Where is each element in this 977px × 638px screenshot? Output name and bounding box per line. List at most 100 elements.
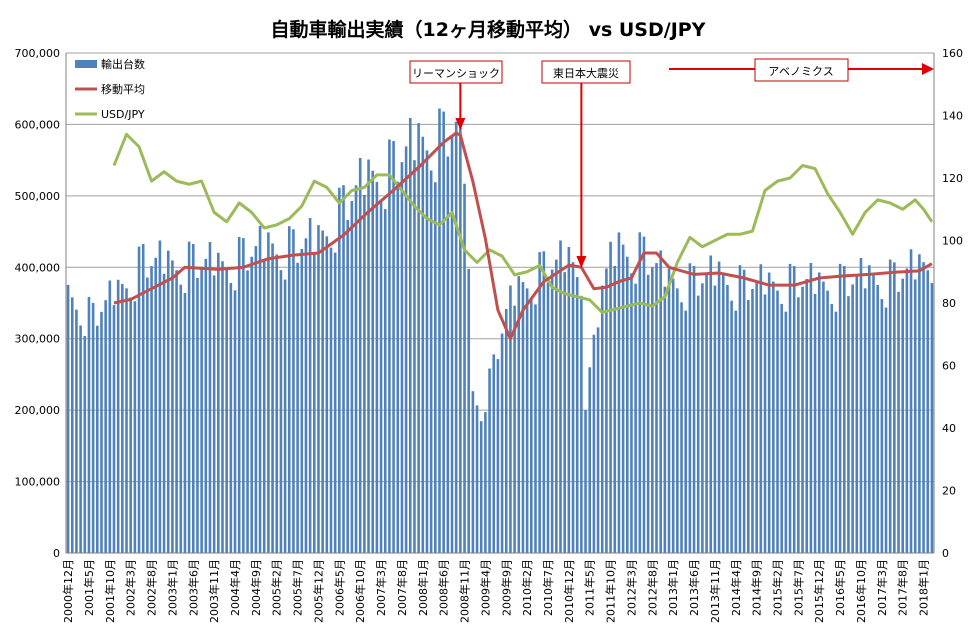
export-bar [901,278,904,553]
right-tick-label: 20 [942,485,956,498]
export-bar [116,279,120,553]
x-tick-label: 2009年4月 [478,559,492,616]
x-tick-label: 2008年6月 [437,559,451,616]
export-bar [200,266,203,553]
export-bar [70,297,74,553]
export-bar [575,277,579,553]
export-bar [651,267,654,553]
export-bar [767,272,771,553]
export-bar [630,273,633,553]
left-tick-label: 0 [53,547,60,560]
legend-label: 輸出台数 [101,57,145,71]
export-bar [191,244,195,553]
export-bar [680,302,683,553]
export-bar [287,226,291,553]
export-bar [667,268,671,553]
export-bar [321,230,324,553]
export-bar [717,261,721,553]
left-tick-label: 700,000 [15,47,61,60]
export-bar [517,276,521,553]
export-bar [625,256,629,553]
export-bar [254,246,258,553]
export-bar [171,260,174,553]
export-bar [408,118,412,553]
x-tick-label: 2012年3月 [624,559,638,616]
export-bar [859,258,863,553]
export-bar [734,310,738,553]
export-bar [847,296,850,553]
x-tick-label: 2005年7月 [291,559,305,616]
export-bar [621,244,625,553]
export-bar [617,232,621,553]
export-bar [358,158,362,553]
export-bar [893,262,896,553]
axes: 0 100,000 200,000 300,000 400,000 500,000 600,… [15,47,964,623]
export-bar [83,335,87,553]
export-bar [250,256,253,553]
export-bar [642,236,646,553]
export-bar [492,354,496,553]
export-bar [162,273,166,553]
x-tick-label: 2018年1月 [917,559,931,616]
export-bar [141,244,145,553]
x-tick-label: 2006年5月 [332,559,346,616]
export-bar [275,254,279,553]
export-bar [721,273,725,553]
export-bar [421,136,425,553]
export-bar [550,269,554,553]
export-bar [375,182,379,554]
export-bar [296,262,299,553]
export-bar [308,218,312,553]
export-bar [792,266,796,553]
legend-swatch [75,60,97,68]
export-bar [755,280,758,553]
export-bar [822,281,825,553]
export-bar [183,293,187,553]
export-bar [479,421,483,553]
export-bar [504,309,508,553]
export-bar [884,307,888,553]
export-bar [484,412,487,553]
export-bar [897,291,900,553]
export-bar [212,275,216,553]
x-tick-label: 2012年8月 [645,559,659,616]
export-bar [271,243,274,553]
series-lines [112,131,934,341]
export-bar [609,241,612,553]
export-bar [705,273,708,553]
export-bar [868,265,871,553]
export-bar [696,295,700,553]
export-bar [772,281,775,553]
export-bar [317,225,320,553]
export-bar [780,303,783,553]
export-bar [838,263,842,553]
export-bar [204,258,208,553]
x-tick-label: 2002年3月 [124,559,138,616]
export-bar [333,252,337,553]
export-bar [129,297,132,553]
export-bar [100,311,103,553]
export-bar [709,255,713,553]
export-bar [379,199,383,553]
export-bar [459,118,462,553]
x-tick-label: 2001年5月 [82,559,96,616]
export-bar [534,304,537,553]
export-bar [338,187,341,553]
export-bar [851,284,854,553]
export-bar [584,410,587,553]
export-bar [817,272,821,553]
export-bar [292,229,295,554]
x-tick-label: 2014年9月 [750,559,764,616]
export-bar [600,285,604,553]
export-bar [396,181,400,553]
export-bar [646,274,650,553]
export-bar [442,111,445,553]
export-bar [242,238,245,554]
export-bar [538,252,541,553]
export-bar [392,141,395,553]
x-tick-label: 2005年2月 [270,559,284,616]
export-bar [179,284,183,553]
right-tick-label: 60 [942,360,956,373]
legend-label: USD/JPY [101,108,145,121]
